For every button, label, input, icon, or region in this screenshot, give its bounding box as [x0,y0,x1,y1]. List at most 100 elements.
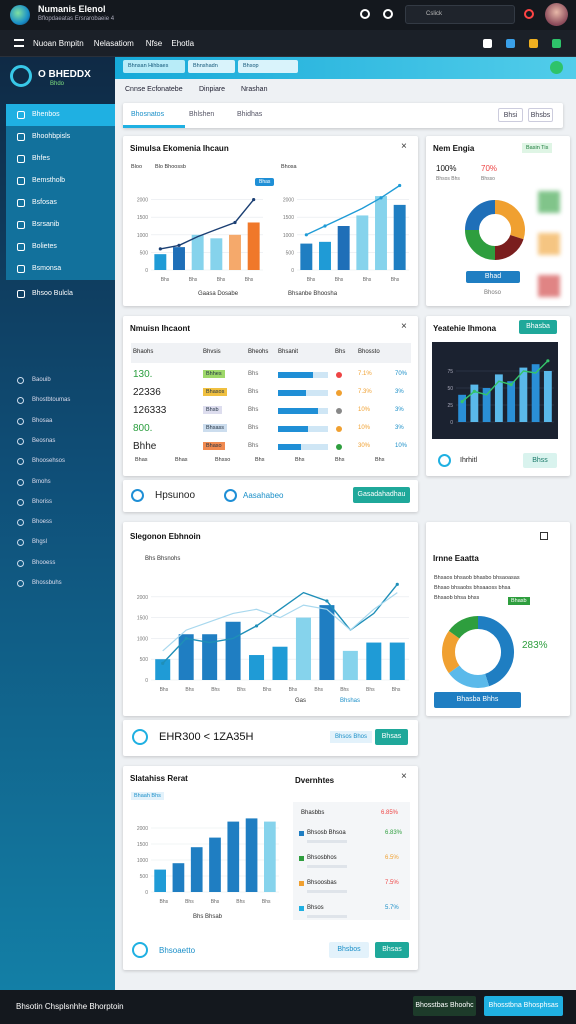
nav-item[interactable]: Bhoess [6,514,115,532]
x-tick-label: Bhs [245,277,254,283]
nav-icon [17,458,24,466]
menu-icon[interactable] [552,39,561,48]
hamburger[interactable] [14,39,24,47]
chart: 0 500 1000 1500 2000 Bhs Bhs Bhs Bhs Bhs Bhs Bhs Bhs… [137,582,409,693]
top-tab[interactable]: Bhsop [238,60,298,73]
notification-icon [524,9,534,19]
nav-item[interactable]: Bolietes [6,236,115,258]
status-dot [336,426,342,432]
menu-item[interactable]: Nfse [145,39,163,48]
nav-item[interactable]: Bsmonsa [6,258,115,280]
menu-icon[interactable] [483,39,492,48]
bar [210,238,223,270]
x-tick-label: Bhs [217,277,226,283]
card: Irnne Eaatta Bhsaos bhsaob bhasbo bhsaoas… [426,522,570,716]
chart-label: Bhosa [281,164,297,170]
nav-item[interactable]: Baouib [6,372,115,390]
donut-segment [494,234,524,260]
breadcrumb[interactable]: Cnnse Ecfonatebe [125,86,183,93]
nav-item[interactable]: Bhossbuhs [6,575,115,593]
row-pct2: 3% [395,425,404,431]
nav-item[interactable]: Bhsoo Bulcla [6,283,115,305]
nav-item[interactable]: Beosnas [6,433,115,451]
nav-item[interactable]: Bhoohbpisls [6,126,115,148]
row-code: Bhs [248,407,259,413]
menu-item[interactable]: Nuoan Bmpitn [33,39,84,48]
button[interactable]: Bhasba Bhhs [434,692,521,708]
nav-label: Bhgsl [32,539,48,546]
bar [389,642,405,680]
menu-icon[interactable] [529,39,538,48]
tag: Bhasb [508,597,530,605]
app-subtitle: Bflopdaeatas Ersrarobaeie 4 [38,16,115,22]
close-button[interactable]: × [401,141,407,152]
search-box[interactable]: Cslick [405,5,515,24]
y-tick-label: 2000 [283,198,294,204]
x-tick-label: Bhs [185,687,194,693]
row-code: Bhs [248,389,259,395]
button[interactable]: Bhasba [519,320,557,334]
button[interactable]: Bhosstbas Bhoohc [413,996,476,1016]
bar [247,222,260,270]
button[interactable]: Bhss [523,453,557,468]
breadcrumb[interactable]: Nrashan [241,86,268,93]
nav-label: Bhoess [32,519,53,526]
tab[interactable]: Bhlshen [189,111,215,118]
avatar[interactable] [545,3,568,26]
nav-item[interactable]: Bhostbtoumas [6,392,115,410]
nav-item[interactable]: Bsfosas [6,192,115,214]
breadcrumb[interactable]: Dinpiare [199,86,226,93]
button[interactable]: Bhsas [375,942,409,958]
nav-item[interactable]: Bsrsanib [6,214,115,236]
list-bullet [299,906,304,911]
nav-item[interactable]: Bhoriss [6,494,115,512]
caption: Gas [295,698,307,704]
nav-item[interactable]: Bhoosehsos [6,453,115,471]
table-header: Bhvsis [203,349,221,355]
tab[interactable]: Bhosnatos [131,111,165,118]
nav-icon [17,580,24,587]
tab-button[interactable]: Bhsi [498,108,523,122]
nav-item[interactable]: Bhooess [6,555,115,573]
nav-item[interactable]: Bhgsl [6,534,115,552]
top-tab-label: Bhnshadn [193,63,218,69]
nav-item[interactable]: Bhfes [6,148,115,170]
list-title: Dvernhtes [295,776,335,785]
button[interactable]: Bhad [466,271,520,283]
button[interactable]: Gasadahadhau [353,487,410,503]
menu-bar: Nuoan Bmpitn Nelasatiom Nfse Ehotla [0,30,576,57]
status-icon[interactable] [550,61,563,74]
text-line: Bhsaos bhsaob bhasbo bhsaoasas [434,575,520,581]
tab[interactable]: Bhidhas [237,111,263,118]
top-tab[interactable]: Bhnsan Hihbaes [123,60,185,73]
button[interactable]: Bhsbos [329,942,369,958]
list-panel [293,802,410,920]
blurred-thumb [538,191,560,213]
menu-icon[interactable] [506,39,515,48]
close-button[interactable]: × [401,321,407,332]
top-tab[interactable]: Bhnshadn [188,60,235,73]
tab-button[interactable]: Bhsbs [528,108,553,122]
close-button[interactable]: × [401,771,407,782]
corner-icon[interactable] [540,532,548,540]
chart [465,200,525,260]
nav-icon [17,519,24,527]
nav-label: Bsrsanib [32,221,60,228]
button[interactable]: Bhsas [375,729,408,745]
top-tab-label: Bhnsan Hihbaes [128,63,169,69]
y-tick-label: 25 [447,403,453,409]
nav-item[interactable]: Bemstholb [6,170,115,192]
x-tick-label: Bhs [366,687,375,693]
nav-item[interactable]: Bmohs [6,474,115,492]
nav-item[interactable]: Bhosaa [6,413,115,431]
card-title: Slatahiss Rerat [130,774,188,783]
button[interactable]: Bhosstbna Bhosphsas [484,996,563,1016]
stat-label: Bhsso [481,176,495,182]
bar [227,821,240,892]
row-tag: Bhhes [203,370,225,378]
menu-item[interactable]: Ehotla [171,39,195,48]
row-code: Bhs [248,371,259,377]
nav-item[interactable]: Bhenbos [6,104,115,126]
chart-caption: Bhsanbe Bhoosha [288,291,338,297]
menu-item[interactable]: Nelasatiom [93,39,134,48]
